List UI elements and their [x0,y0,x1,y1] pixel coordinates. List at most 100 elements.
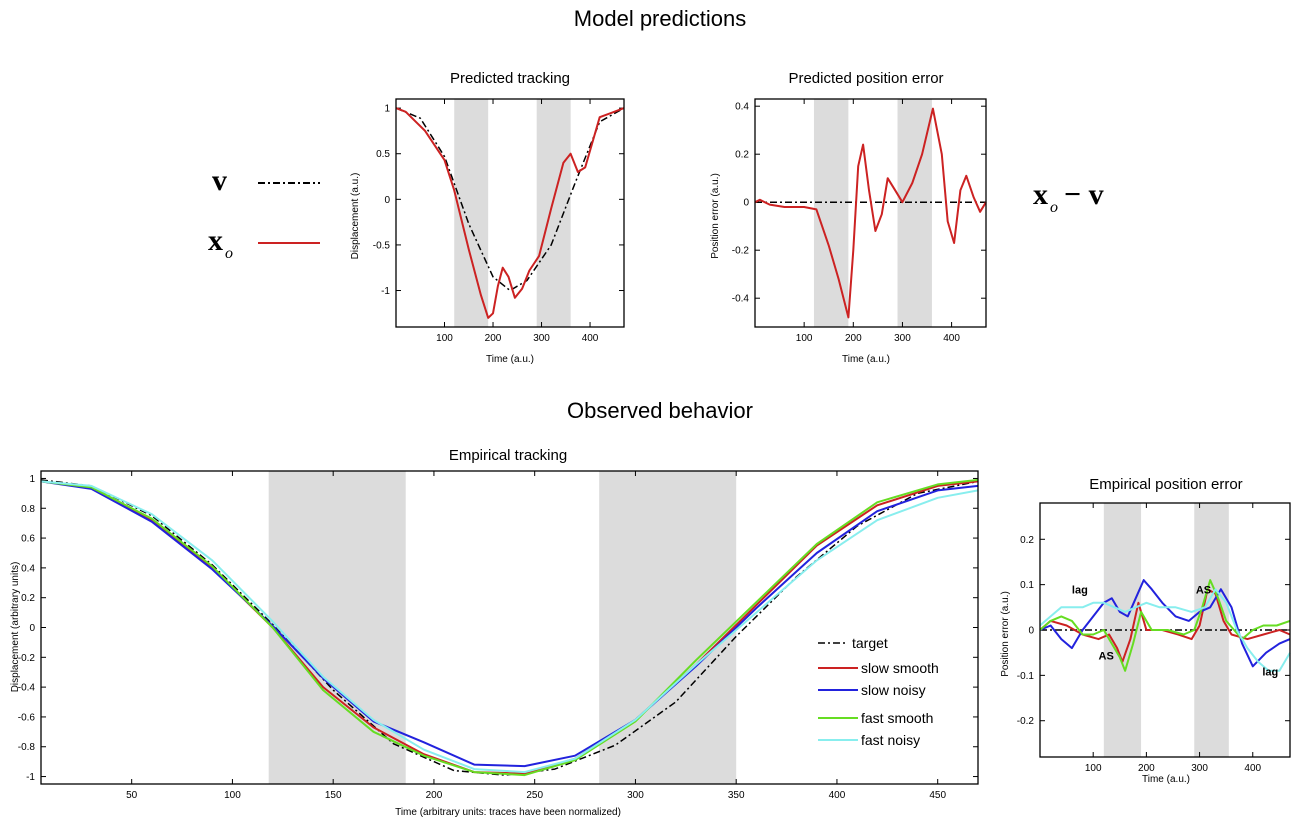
legend-label: target [852,635,888,651]
y-tick-label: 0 [743,198,749,209]
diff-x-symbol: x [1033,178,1048,211]
legend-xo-symbol: x [208,224,223,257]
y-tick-label: 0.2 [735,150,749,161]
series-line-error [754,107,987,319]
y-tick-label: 0 [1028,626,1034,637]
model-legend: v x o [208,164,320,262]
y-axis-label: Displacement (a.u.) [350,173,361,260]
x-tick-label: 200 [1138,763,1155,774]
y-tick-label: 0.4 [735,102,749,113]
y-tick-label: -0.2 [1017,716,1035,727]
annotation-label: AS [1099,650,1114,662]
series-line-x_o [395,107,625,319]
empirical-tracking-chart: Empirical tracking 50 100 150 200 250 300 350 4… [10,447,979,818]
y-tick-label: 0 [29,623,35,634]
axes-frame [395,98,625,328]
x-tick-label: 100 [436,333,453,344]
chart-title: Predicted tracking [450,70,570,87]
legend-label: fast noisy [861,732,920,748]
x-tick-label: 250 [526,790,543,801]
shaded-interval [813,99,849,327]
plot-area: 100 200 300 400 1 0.5 0 -0.5 -1 [373,98,625,344]
x-tick-label: 300 [1191,763,1208,774]
y-tick-label: 0.2 [1020,535,1034,546]
x-tick-label: 200 [845,333,862,344]
x-axis-label: Time (a.u.) [486,354,534,365]
y-axis-label: Position error (a.u.) [710,173,721,259]
x-tick-label: 400 [829,790,846,801]
y-tick-label: 1 [384,104,390,115]
annotation-label: lag [1262,666,1278,678]
x-tick-label: 300 [894,333,911,344]
x-tick-label: 350 [728,790,745,801]
y-tick-label: -0.4 [732,294,750,305]
annotation-label: lag [1072,585,1088,597]
plot-area: 100 200 300 400 0.4 0.2 0 -0.2 -0.4 [732,98,987,344]
y-tick-label: -1 [381,286,390,297]
y-tick-label: -1 [26,772,35,783]
chart-title: Predicted position error [788,70,943,87]
x-tick-label: 200 [485,333,502,344]
y-tick-label: -0.8 [18,742,36,753]
series-line-fast-smooth [40,478,979,777]
predicted-tracking-chart: Predicted tracking 100 200 300 400 1 0.5 0 -0.5… [350,70,625,365]
x-tick-label: 400 [943,333,960,344]
x-tick-label: 200 [426,790,443,801]
x-tick-label: 100 [224,790,241,801]
x-axis-label: Time (arbitrary units: traces have been … [395,807,621,818]
x-tick-label: 450 [929,790,946,801]
x-tick-label: 300 [627,790,644,801]
annotation-label: AS [1196,585,1211,597]
plot-area: 50 100 150 200 250 300 350 400 450 1 0.8 0.6 0.4 0.2 0… [18,470,979,801]
axes-frame [40,470,979,785]
axes-frame [754,98,987,328]
predicted-error-chart: Predicted position error 100 200 300 400 0.4… [710,70,987,365]
x-tick-label: 150 [325,790,342,801]
y-tick-label: -0.6 [18,712,36,723]
y-tick-label: -0.5 [373,240,391,251]
y-tick-label: 0.4 [21,563,35,574]
series-line-slow-smooth [1039,588,1291,663]
shaded-interval [599,471,737,784]
chart-title: Empirical position error [1089,476,1242,493]
plot-area: 100 200 300 400 0.2 0.1 0 -0.1 -0.2 lag AS AS lag [1017,502,1291,774]
series-line-slow-noisy [40,480,979,768]
series-line-target [40,479,979,776]
y-tick-label: -0.2 [732,246,750,257]
series-line-fast-noisy [40,480,979,774]
x-tick-label: 100 [796,333,813,344]
x-tick-label: 300 [533,333,550,344]
x-axis-label: Time (a.u.) [842,354,890,365]
legend-v-symbol: v [212,164,227,197]
series-line-slow-noisy [1039,579,1291,668]
y-tick-label: 0.6 [21,534,35,545]
diff-subscript: o [1050,199,1058,216]
y-tick-label: -0.1 [1017,671,1035,682]
x-axis-label: Time (a.u.) [1142,774,1190,785]
x-tick-label: 50 [126,790,138,801]
y-axis-label: Position error (a.u.) [1000,591,1011,677]
diff-minus-v: − v [1064,178,1104,211]
x-tick-label: 400 [582,333,599,344]
model-predictions-heading: Model predictions [574,6,746,31]
y-tick-label: -0.4 [18,683,36,694]
y-tick-label: 0.2 [21,593,35,604]
y-tick-label: 0.5 [376,149,390,160]
y-tick-label: 0.1 [1020,580,1034,591]
y-tick-label: 0 [384,195,390,206]
series-line-v [395,107,625,292]
y-tick-label: -0.2 [18,653,36,664]
legend-xo-subscript: o [225,245,233,262]
legend-label: slow smooth [861,660,939,676]
y-axis-label: Displacement (arbitrary units) [10,562,21,693]
x-tick-label: 400 [1244,763,1261,774]
series-line-fast-noisy [1039,588,1291,672]
y-tick-label: 1 [29,474,35,485]
legend-label: slow noisy [861,682,926,698]
difference-label: x o − v [1033,178,1104,216]
axes-frame [1039,502,1291,758]
x-tick-label: 100 [1085,763,1102,774]
chart-title: Empirical tracking [449,447,567,464]
observed-behavior-heading: Observed behavior [567,398,753,423]
